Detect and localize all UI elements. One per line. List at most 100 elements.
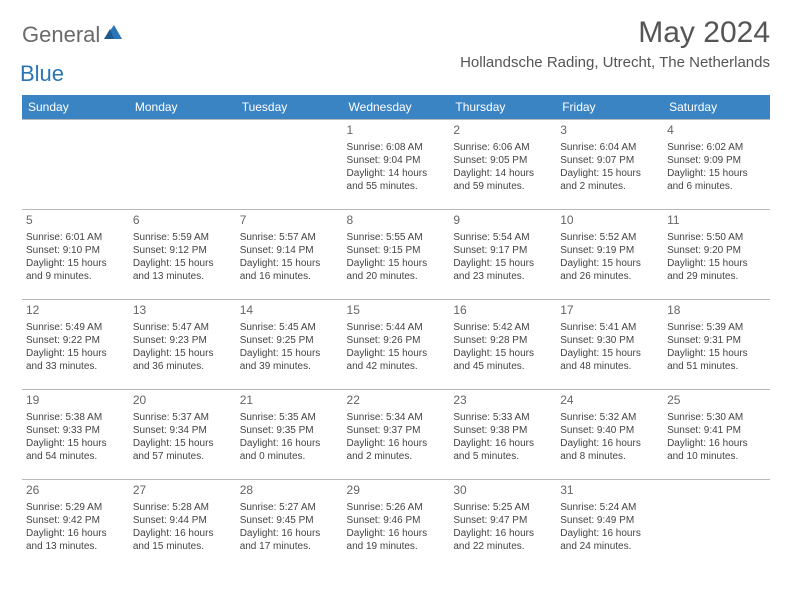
daylight-text: Daylight: 15 hours and 6 minutes. <box>667 167 766 193</box>
calendar-cell: 31Sunrise: 5:24 AMSunset: 9:49 PMDayligh… <box>556 480 663 570</box>
sunrise-text: Sunrise: 5:42 AM <box>453 321 552 334</box>
calendar-cell: 26Sunrise: 5:29 AMSunset: 9:42 PMDayligh… <box>22 480 129 570</box>
calendar-week-row: 26Sunrise: 5:29 AMSunset: 9:42 PMDayligh… <box>22 480 770 570</box>
calendar-cell: 10Sunrise: 5:52 AMSunset: 9:19 PMDayligh… <box>556 210 663 300</box>
sunrise-text: Sunrise: 5:37 AM <box>133 411 232 424</box>
calendar-cell: 4Sunrise: 6:02 AMSunset: 9:09 PMDaylight… <box>663 120 770 210</box>
day-number: 4 <box>667 123 766 139</box>
sunset-text: Sunset: 9:44 PM <box>133 514 232 527</box>
day-number: 21 <box>240 393 339 409</box>
daylight-text: Daylight: 15 hours and 23 minutes. <box>453 257 552 283</box>
calendar-cell: 24Sunrise: 5:32 AMSunset: 9:40 PMDayligh… <box>556 390 663 480</box>
sunrise-text: Sunrise: 6:04 AM <box>560 141 659 154</box>
sunset-text: Sunset: 9:17 PM <box>453 244 552 257</box>
daylight-text: Daylight: 14 hours and 55 minutes. <box>347 167 446 193</box>
calendar-cell: 20 Sunrise: 5:37 AMSunset: 9:34 PMDayligh… <box>129 390 236 480</box>
day-number: 11 <box>667 213 766 229</box>
daylight-text: Daylight: 16 hours and 0 minutes. <box>240 437 339 463</box>
sunset-text: Sunset: 9:10 PM <box>26 244 125 257</box>
day-header: Monday <box>129 95 236 120</box>
day-header: Saturday <box>663 95 770 120</box>
daylight-text: Daylight: 16 hours and 13 minutes. <box>26 527 125 553</box>
sunset-text: Sunset: 9:33 PM <box>26 424 125 437</box>
daylight-text: Daylight: 15 hours and 39 minutes. <box>240 347 339 373</box>
sunset-text: Sunset: 9:05 PM <box>453 154 552 167</box>
sunrise-text: Sunrise: 6:06 AM <box>453 141 552 154</box>
sunset-text: Sunset: 9:23 PM <box>133 334 232 347</box>
day-number: 22 <box>347 393 446 409</box>
sunset-text: Sunset: 9:37 PM <box>347 424 446 437</box>
day-number: 13 <box>133 303 232 319</box>
calendar-table: SundayMondayTuesdayWednesdayThursdayFrid… <box>22 95 770 570</box>
daylight-text: Daylight: 16 hours and 5 minutes. <box>453 437 552 463</box>
day-number: 7 <box>240 213 339 229</box>
day-number: 20 <box>133 393 232 409</box>
sunset-text: Sunset: 9:40 PM <box>560 424 659 437</box>
day-number: 1 <box>347 123 446 139</box>
day-number: 31 <box>560 483 659 499</box>
title-block: May 2024 Hollandsche Rading, Utrecht, Th… <box>460 16 770 79</box>
calendar-cell: 28Sunrise: 5:27 AMSunset: 9:45 PMDayligh… <box>236 480 343 570</box>
sunrise-text: Sunrise: 5:41 AM <box>560 321 659 334</box>
brand-logo: General <box>22 16 126 48</box>
sunset-text: Sunset: 9:19 PM <box>560 244 659 257</box>
calendar-cell: 27Sunrise: 5:28 AMSunset: 9:44 PMDayligh… <box>129 480 236 570</box>
day-number: 10 <box>560 213 659 229</box>
sunrise-text: Sunrise: 5:45 AM <box>240 321 339 334</box>
calendar-cell: 8Sunrise: 5:55 AMSunset: 9:15 PMDaylight… <box>343 210 450 300</box>
daylight-text: Daylight: 15 hours and 26 minutes. <box>560 257 659 283</box>
sunset-text: Sunset: 9:09 PM <box>667 154 766 167</box>
calendar-cell: 5Sunrise: 6:01 AMSunset: 9:10 PMDaylight… <box>22 210 129 300</box>
sunset-text: Sunset: 9:22 PM <box>26 334 125 347</box>
sunrise-text: Sunrise: 5:27 AM <box>240 501 339 514</box>
daylight-text: Daylight: 15 hours and 2 minutes. <box>560 167 659 193</box>
calendar-cell: 2Sunrise: 6:06 AMSunset: 9:05 PMDaylight… <box>449 120 556 210</box>
day-number: 14 <box>240 303 339 319</box>
sail-icon <box>104 25 124 46</box>
calendar-cell: 15Sunrise: 5:44 AMSunset: 9:26 PMDayligh… <box>343 300 450 390</box>
sunrise-text: Sunrise: 5:24 AM <box>560 501 659 514</box>
daylight-text: Daylight: 15 hours and 57 minutes. <box>133 437 232 463</box>
calendar-week-row: 19Sunrise: 5:38 AMSunset: 9:33 PMDayligh… <box>22 390 770 480</box>
sunrise-text: Sunrise: 5:55 AM <box>347 231 446 244</box>
sunrise-text: Sunrise: 6:08 AM <box>347 141 446 154</box>
day-number: 8 <box>347 213 446 229</box>
daylight-text: Daylight: 15 hours and 48 minutes. <box>560 347 659 373</box>
day-header: Thursday <box>449 95 556 120</box>
sunrise-text: Sunrise: 5:59 AM <box>133 231 232 244</box>
sunset-text: Sunset: 9:20 PM <box>667 244 766 257</box>
sunrise-text: Sunrise: 5:50 AM <box>667 231 766 244</box>
daylight-text: Daylight: 14 hours and 59 minutes. <box>453 167 552 193</box>
sunrise-text: Sunrise: 5:35 AM <box>240 411 339 424</box>
sunset-text: Sunset: 9:46 PM <box>347 514 446 527</box>
day-number: 15 <box>347 303 446 319</box>
day-number: 9 <box>453 213 552 229</box>
sunrise-text: Sunrise: 5:25 AM <box>453 501 552 514</box>
sunset-text: Sunset: 9:07 PM <box>560 154 659 167</box>
calendar-cell: 9 Sunrise: 5:54 AMSunset: 9:17 PMDaylight… <box>449 210 556 300</box>
calendar-cell: 19Sunrise: 5:38 AMSunset: 9:33 PMDayligh… <box>22 390 129 480</box>
sunset-text: Sunset: 9:49 PM <box>560 514 659 527</box>
sunrise-text: Sunrise: 5:54 AM <box>453 231 552 244</box>
sunset-text: Sunset: 9:30 PM <box>560 334 659 347</box>
day-number: 30 <box>453 483 552 499</box>
daylight-text: Daylight: 15 hours and 54 minutes. <box>26 437 125 463</box>
sunset-text: Sunset: 9:04 PM <box>347 154 446 167</box>
sunset-text: Sunset: 9:45 PM <box>240 514 339 527</box>
calendar-cell <box>236 120 343 210</box>
day-number: 6 <box>133 213 232 229</box>
sunset-text: Sunset: 9:35 PM <box>240 424 339 437</box>
sunset-text: Sunset: 9:12 PM <box>133 244 232 257</box>
sunrise-text: Sunrise: 5:38 AM <box>26 411 125 424</box>
sunset-text: Sunset: 9:28 PM <box>453 334 552 347</box>
daylight-text: Daylight: 15 hours and 9 minutes. <box>26 257 125 283</box>
daylight-text: Daylight: 15 hours and 36 minutes. <box>133 347 232 373</box>
daylight-text: Daylight: 16 hours and 17 minutes. <box>240 527 339 553</box>
day-number: 26 <box>26 483 125 499</box>
sunrise-text: Sunrise: 6:01 AM <box>26 231 125 244</box>
sunset-text: Sunset: 9:26 PM <box>347 334 446 347</box>
sunset-text: Sunset: 9:34 PM <box>133 424 232 437</box>
calendar-week-row: 12Sunrise: 5:49 AMSunset: 9:22 PMDayligh… <box>22 300 770 390</box>
calendar-body: 1Sunrise: 6:08 AMSunset: 9:04 PMDaylight… <box>22 120 770 570</box>
brand-part2: Blue <box>20 61 64 87</box>
